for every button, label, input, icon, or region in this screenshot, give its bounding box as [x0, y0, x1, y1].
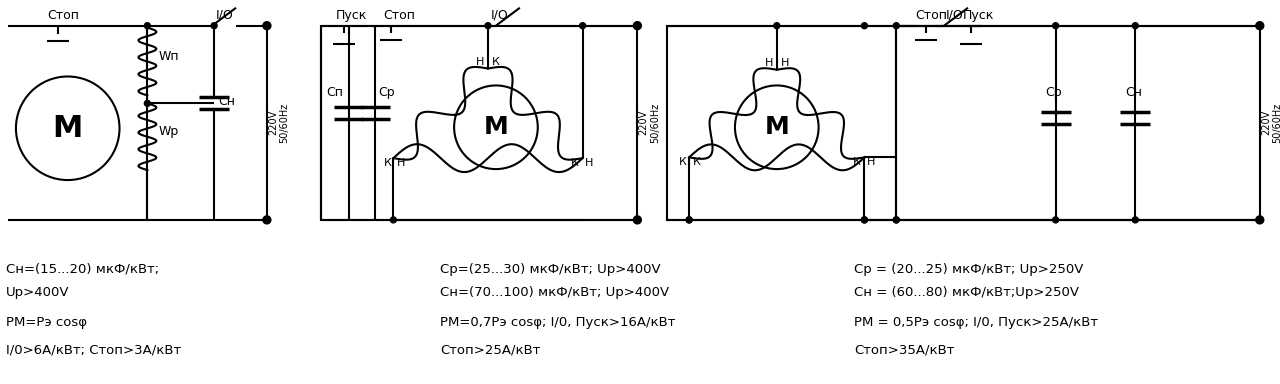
Circle shape	[634, 216, 641, 224]
Text: М: М	[52, 114, 83, 143]
Text: Cр=(25...30) мкФ/кВт; Uр>400V: Cр=(25...30) мкФ/кВт; Uр>400V	[440, 263, 660, 276]
Text: Н: Н	[867, 157, 874, 167]
Text: Wр: Wр	[159, 125, 179, 138]
Text: Н: Н	[764, 58, 773, 68]
Text: Cн = (60...80) мкФ/кВт;Uр>250V: Cн = (60...80) мкФ/кВт;Uр>250V	[854, 286, 1079, 299]
Circle shape	[390, 217, 397, 223]
Text: Стоп: Стоп	[384, 9, 416, 22]
Text: Стоп>35А/кВт: Стоп>35А/кВт	[854, 343, 955, 356]
Text: Ср: Ср	[1046, 86, 1062, 99]
Text: Cр = (20...25) мкФ/кВт; Uр>250V: Cр = (20...25) мкФ/кВт; Uр>250V	[854, 263, 1083, 276]
Circle shape	[145, 100, 150, 106]
Text: Н: Н	[397, 158, 406, 168]
Circle shape	[1052, 23, 1059, 29]
Text: Н: Н	[781, 58, 790, 68]
Circle shape	[893, 217, 900, 223]
Text: К: К	[852, 157, 860, 167]
Text: Стоп>25А/кВт: Стоп>25А/кВт	[440, 343, 540, 356]
Text: М: М	[764, 115, 790, 139]
Text: Стоп: Стоп	[47, 9, 79, 22]
Circle shape	[861, 23, 868, 29]
Circle shape	[1133, 23, 1138, 29]
Text: I/O: I/O	[946, 9, 964, 22]
Text: 220V
50/60Hz: 220V 50/60Hz	[268, 103, 289, 143]
Text: Н: Н	[476, 56, 484, 66]
Circle shape	[485, 23, 492, 29]
Text: 220V
50/60Hz: 220V 50/60Hz	[639, 103, 660, 143]
Circle shape	[211, 23, 218, 29]
Text: К: К	[384, 158, 392, 168]
Circle shape	[861, 217, 868, 223]
Circle shape	[774, 23, 780, 29]
Circle shape	[893, 217, 900, 223]
Circle shape	[861, 217, 868, 223]
Text: 220V
50/60Hz: 220V 50/60Hz	[1261, 103, 1280, 143]
Circle shape	[262, 22, 271, 30]
Text: Uр>400V: Uр>400V	[6, 286, 70, 299]
Text: Wп: Wп	[159, 50, 179, 63]
Circle shape	[893, 23, 900, 29]
Text: PМ = 0,5Pэ cosφ; I/0, Пуск>25А/кВт: PМ = 0,5Pэ cosφ; I/0, Пуск>25А/кВт	[854, 316, 1098, 329]
Text: Пуск: Пуск	[963, 9, 995, 22]
Circle shape	[1133, 217, 1138, 223]
Text: Cн=(70...100) мкФ/кВт; Uр>400V: Cн=(70...100) мкФ/кВт; Uр>400V	[440, 286, 669, 299]
Text: Сн=(15...20) мкФ/кВт;: Сн=(15...20) мкФ/кВт;	[6, 263, 160, 276]
Circle shape	[686, 217, 692, 223]
Text: I/O: I/O	[492, 9, 508, 22]
Text: I/0>6А/кВт; Стоп>3А/кВт: I/0>6А/кВт; Стоп>3А/кВт	[6, 343, 182, 356]
Text: Пуск: Пуск	[335, 9, 367, 22]
Text: Сн: Сн	[218, 95, 236, 108]
Text: Сн: Сн	[1125, 86, 1142, 99]
Text: Н: Н	[585, 158, 593, 168]
Text: Стоп: Стоп	[915, 9, 947, 22]
Text: Ср: Ср	[379, 86, 396, 99]
Circle shape	[262, 216, 271, 224]
Circle shape	[1256, 22, 1263, 30]
Bar	[667, 26, 1260, 220]
Text: Сп: Сп	[326, 86, 343, 99]
Circle shape	[145, 23, 150, 29]
Text: К: К	[694, 157, 701, 167]
Text: I/O: I/O	[216, 9, 234, 22]
Text: PМ=0,7Pэ cosφ; I/0, Пуск>16А/кВт: PМ=0,7Pэ cosφ; I/0, Пуск>16А/кВт	[440, 316, 675, 329]
Text: PМ=Pэ cosφ: PМ=Pэ cosφ	[6, 316, 87, 329]
Bar	[321, 26, 637, 220]
Circle shape	[686, 217, 692, 223]
Text: К: К	[571, 158, 579, 168]
Text: К: К	[492, 56, 499, 66]
Circle shape	[1052, 217, 1059, 223]
Circle shape	[1256, 216, 1263, 224]
Text: М: М	[484, 115, 508, 139]
Text: К: К	[680, 157, 687, 167]
Circle shape	[634, 22, 641, 30]
Circle shape	[580, 23, 585, 29]
